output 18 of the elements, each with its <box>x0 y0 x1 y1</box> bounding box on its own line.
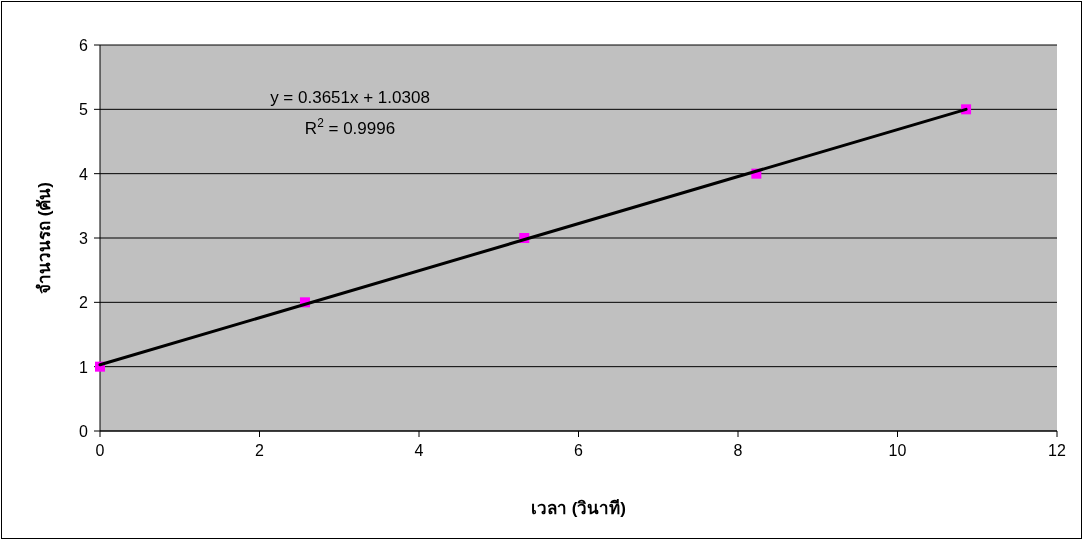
y-tick-label: 5 <box>79 101 89 119</box>
x-axis-title: เวลา (วินาที) <box>530 498 627 518</box>
y-tick-label: 1 <box>79 358 89 376</box>
y-tick-label: 3 <box>79 230 89 247</box>
y-tick-label: 2 <box>79 294 89 312</box>
y-tick-label: 4 <box>79 165 89 183</box>
y-tick-label: 0 <box>79 423 89 440</box>
x-tick-label: 10 <box>888 442 907 459</box>
annotation: y = 0.3651x + 1.0308 <box>270 88 430 107</box>
annotation: R$^{2}$ = 0.9996 <box>304 116 396 138</box>
x-tick-label: 2 <box>255 442 265 459</box>
x-tick-label: 4 <box>414 442 424 459</box>
x-tick-label: 12 <box>1048 442 1066 459</box>
y-axis-title: จำนวนรถ (คัน) <box>35 181 54 295</box>
y-tick-label: 6 <box>79 37 89 54</box>
x-tick-label: 6 <box>574 442 584 459</box>
x-tick-label: 0 <box>95 442 105 459</box>
x-tick-label: 8 <box>733 442 743 459</box>
